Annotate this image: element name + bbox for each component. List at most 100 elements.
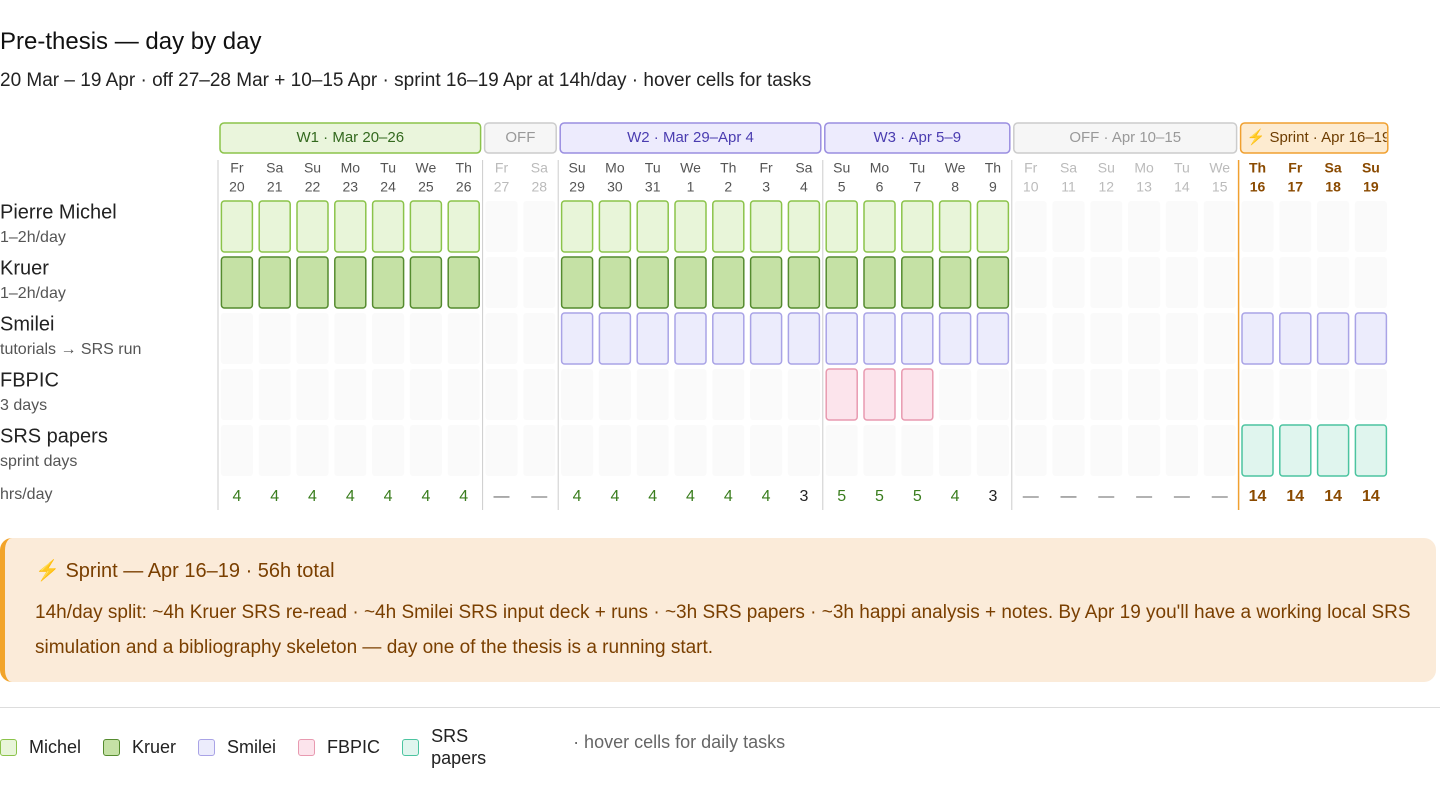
empty-cell[interactable] [1279, 257, 1312, 308]
empty-cell[interactable] [409, 369, 442, 420]
task-cell[interactable] [1241, 312, 1274, 365]
empty-cell[interactable] [1203, 425, 1236, 476]
empty-cell[interactable] [1165, 257, 1198, 308]
task-cell[interactable] [825, 200, 858, 253]
task-cell[interactable] [1279, 312, 1312, 365]
task-cell[interactable] [334, 200, 367, 253]
empty-cell[interactable] [1354, 257, 1387, 308]
empty-cell[interactable] [1317, 201, 1350, 252]
empty-cell[interactable] [372, 369, 405, 420]
task-cell[interactable] [1316, 312, 1350, 365]
empty-cell[interactable] [334, 369, 367, 420]
empty-cell[interactable] [1014, 257, 1047, 308]
empty-cell[interactable] [1241, 257, 1274, 308]
task-cell[interactable] [447, 256, 480, 309]
empty-cell[interactable] [712, 425, 745, 476]
task-cell[interactable] [976, 312, 1010, 365]
empty-cell[interactable] [409, 425, 442, 476]
empty-cell[interactable] [220, 425, 253, 476]
empty-cell[interactable] [561, 369, 594, 420]
empty-cell[interactable] [1203, 369, 1236, 420]
empty-cell[interactable] [485, 369, 518, 420]
empty-cell[interactable] [1203, 313, 1236, 364]
task-cell[interactable] [901, 200, 934, 253]
empty-cell[interactable] [1128, 425, 1161, 476]
task-cell[interactable] [787, 312, 821, 365]
task-cell[interactable] [901, 256, 934, 309]
task-cell[interactable] [674, 200, 707, 253]
empty-cell[interactable] [1317, 369, 1350, 420]
empty-cell[interactable] [258, 369, 291, 420]
task-cell[interactable] [901, 312, 934, 365]
empty-cell[interactable] [787, 425, 820, 476]
empty-cell[interactable] [220, 313, 253, 364]
task-cell[interactable] [901, 368, 934, 421]
empty-cell[interactable] [561, 425, 594, 476]
task-cell[interactable] [749, 256, 783, 309]
empty-cell[interactable] [1014, 201, 1047, 252]
task-cell[interactable] [825, 312, 858, 365]
task-cell[interactable] [296, 256, 329, 309]
task-cell[interactable] [258, 200, 291, 253]
task-cell[interactable] [371, 200, 405, 253]
empty-cell[interactable] [296, 369, 329, 420]
empty-cell[interactable] [1052, 425, 1085, 476]
task-cell[interactable] [863, 368, 896, 421]
empty-cell[interactable] [485, 201, 518, 252]
task-cell[interactable] [1316, 424, 1350, 477]
empty-cell[interactable] [901, 425, 934, 476]
empty-cell[interactable] [1090, 257, 1123, 308]
task-cell[interactable] [598, 256, 632, 309]
empty-cell[interactable] [598, 425, 631, 476]
empty-cell[interactable] [1014, 425, 1047, 476]
empty-cell[interactable] [372, 313, 405, 364]
task-cell[interactable] [1279, 424, 1312, 477]
task-cell[interactable] [371, 256, 405, 309]
task-cell[interactable] [636, 312, 669, 365]
task-cell[interactable] [674, 312, 707, 365]
empty-cell[interactable] [447, 313, 480, 364]
empty-cell[interactable] [1128, 257, 1161, 308]
task-cell[interactable] [749, 312, 783, 365]
task-cell[interactable] [863, 200, 896, 253]
task-cell[interactable] [598, 312, 632, 365]
empty-cell[interactable] [1052, 257, 1085, 308]
empty-cell[interactable] [750, 425, 783, 476]
empty-cell[interactable] [1354, 201, 1387, 252]
task-cell[interactable] [938, 312, 972, 365]
empty-cell[interactable] [1165, 369, 1198, 420]
empty-cell[interactable] [939, 369, 972, 420]
task-cell[interactable] [825, 368, 858, 421]
empty-cell[interactable] [1203, 257, 1236, 308]
empty-cell[interactable] [523, 369, 556, 420]
task-cell[interactable] [447, 200, 480, 253]
empty-cell[interactable] [1354, 369, 1387, 420]
task-cell[interactable] [938, 200, 972, 253]
task-cell[interactable] [560, 312, 594, 365]
empty-cell[interactable] [1165, 201, 1198, 252]
empty-cell[interactable] [523, 201, 556, 252]
empty-cell[interactable] [485, 257, 518, 308]
task-cell[interactable] [712, 312, 745, 365]
empty-cell[interactable] [1090, 369, 1123, 420]
task-cell[interactable] [296, 200, 329, 253]
empty-cell[interactable] [712, 369, 745, 420]
empty-cell[interactable] [976, 425, 1009, 476]
task-cell[interactable] [749, 200, 783, 253]
empty-cell[interactable] [1052, 201, 1085, 252]
task-cell[interactable] [598, 200, 632, 253]
empty-cell[interactable] [1014, 369, 1047, 420]
empty-cell[interactable] [1090, 313, 1123, 364]
empty-cell[interactable] [1165, 425, 1198, 476]
task-cell[interactable] [712, 200, 745, 253]
task-cell[interactable] [334, 256, 367, 309]
task-cell[interactable] [409, 200, 443, 253]
empty-cell[interactable] [220, 369, 253, 420]
empty-cell[interactable] [750, 369, 783, 420]
empty-cell[interactable] [334, 425, 367, 476]
empty-cell[interactable] [447, 369, 480, 420]
empty-cell[interactable] [1128, 201, 1161, 252]
empty-cell[interactable] [1052, 313, 1085, 364]
empty-cell[interactable] [1279, 369, 1312, 420]
empty-cell[interactable] [825, 425, 858, 476]
